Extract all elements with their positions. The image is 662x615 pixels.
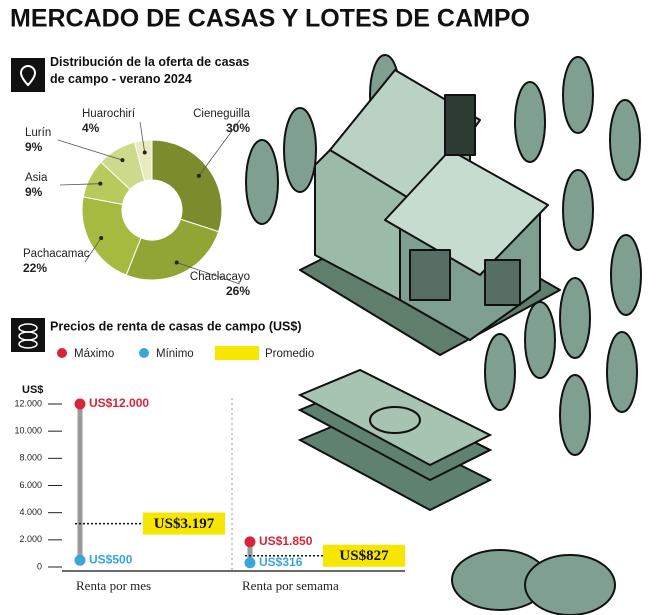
max-dot xyxy=(244,536,256,548)
min-label: US$500 xyxy=(89,552,133,566)
y-axis-label: US$ xyxy=(22,384,43,396)
leader-dot xyxy=(98,181,103,186)
pie-slice xyxy=(125,218,220,281)
leader-dot xyxy=(196,173,201,178)
y-tick-label: 6.000 xyxy=(19,480,42,490)
y-tick-label: 10.000 xyxy=(14,426,42,436)
money-illustration xyxy=(297,368,616,615)
leader-line xyxy=(176,262,241,285)
coins-icon xyxy=(11,318,45,352)
leader-dot xyxy=(174,260,179,265)
slice-value-label: 9% xyxy=(25,140,43,154)
y-tick-label: 0 xyxy=(37,561,42,571)
x-tick-label: Renta por semama xyxy=(242,578,339,593)
leader-line xyxy=(59,183,101,186)
slice-label: Huarochirí xyxy=(82,108,136,120)
pie-title-box: Distribución de la oferta de casas de ca… xyxy=(50,55,250,86)
pie-title: Distribución de la oferta de casas de ca… xyxy=(50,55,250,86)
legend-marker xyxy=(139,348,149,358)
location-icon xyxy=(11,58,45,92)
average-label: US$827 xyxy=(339,548,389,564)
min-label: US$316 xyxy=(259,555,303,569)
y-tick-label: 4.000 xyxy=(19,507,42,517)
y-tick-label: 2.000 xyxy=(19,534,42,544)
page-title: MERCADO DE CASAS Y LOTES DE CAMPO xyxy=(10,5,530,33)
slice-label: Pachacamac xyxy=(23,248,90,260)
average-label: US$3.197 xyxy=(154,516,215,532)
slice-label: Chaclacayo xyxy=(190,271,250,283)
pie-slice xyxy=(151,139,223,233)
legend-marker xyxy=(57,348,67,358)
slice-label: Cieneguilla xyxy=(193,108,251,120)
leader-line xyxy=(139,121,146,153)
slice-value-label: 4% xyxy=(82,121,100,135)
legend-label: Máximo xyxy=(74,348,114,360)
max-dot xyxy=(74,398,86,410)
pie-slice xyxy=(133,139,153,182)
max-label: US$12.000 xyxy=(89,396,149,410)
average-box xyxy=(143,512,225,535)
slice-label: Lurín xyxy=(25,127,51,139)
leader-dot xyxy=(99,235,104,240)
leader-dot xyxy=(142,150,147,155)
house-illustration xyxy=(245,54,642,456)
slice-value-label: 30% xyxy=(226,121,250,135)
leader-line xyxy=(198,119,241,177)
range-title: Precios de renta de casas de campo (US$) xyxy=(50,319,302,333)
min-dot xyxy=(244,557,256,569)
max-label: US$1.850 xyxy=(259,534,313,548)
x-tick-label: Renta por mes xyxy=(76,578,151,593)
y-tick-label: 8.000 xyxy=(19,453,42,463)
average-box xyxy=(323,544,405,567)
slice-value-label: 9% xyxy=(25,185,43,199)
legend-label: Promedio xyxy=(265,348,314,360)
min-dot xyxy=(74,554,86,566)
y-tick-label: 12.000 xyxy=(14,398,42,408)
leader-line xyxy=(84,237,102,263)
slice-value-label: 22% xyxy=(23,261,47,275)
legend-marker xyxy=(215,346,259,360)
leader-line xyxy=(57,139,123,161)
legend-label: Mínimo xyxy=(156,348,194,360)
leader-dot xyxy=(120,158,125,163)
slice-value-label: 26% xyxy=(226,284,250,298)
slice-label: Asia xyxy=(25,172,48,184)
